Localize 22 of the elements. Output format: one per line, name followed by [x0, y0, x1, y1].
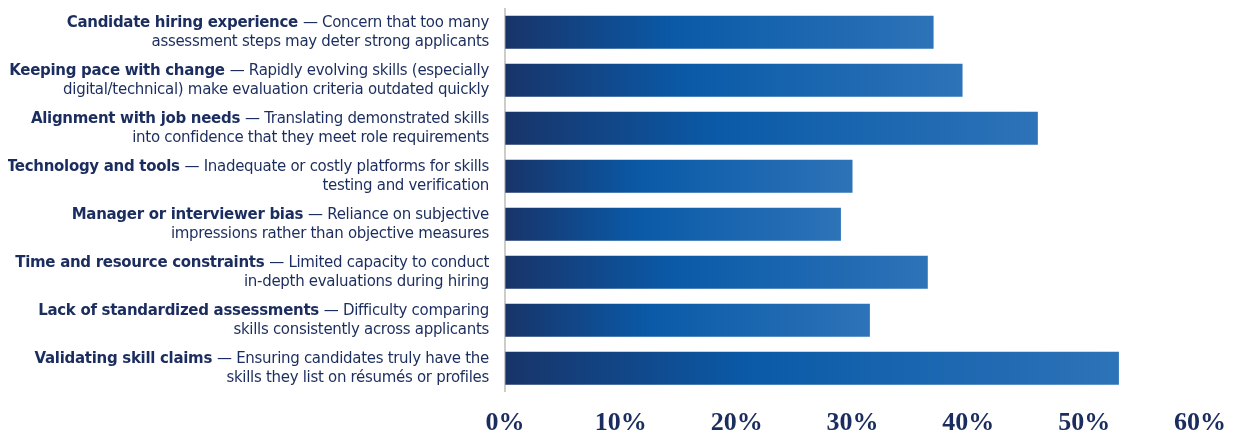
x-tick-label: 60% [1174, 407, 1226, 436]
x-tick-label: 30% [826, 407, 879, 436]
bar [505, 63, 963, 97]
y-tick-label: Time and resource constraints — Limited capacity to conduct in-depth evaluations during hiring [15, 253, 489, 290]
bar [505, 303, 870, 337]
x-tick-label: 50% [1058, 407, 1111, 436]
y-tick-label: Alignment with job needs — Translating demonstrated skills into confidence that they meet role requirements [30, 109, 489, 146]
y-tick-label: Candidate hiring experience — Concern that too many assessment steps may deter strong applicants [66, 13, 489, 50]
x-tick-label: 10% [594, 407, 647, 436]
x-tick-label: 40% [942, 407, 995, 436]
bar [505, 255, 928, 289]
bar [505, 159, 853, 193]
bar [505, 15, 934, 49]
bar [505, 351, 1119, 385]
y-tick-label: Manager or interviewer bias — Reliance on subjective impressions rather than objective measures [71, 205, 489, 242]
y-tick-label: Keeping pace with change — Rapidly evolving skills (especially digital/technical) make evaluation criteria outdated quickly [9, 61, 489, 98]
y-tick-label: Validating skill claims — Ensuring candidates truly have the skills they list on résumés or profiles [34, 349, 489, 386]
x-tick-label: 0% [485, 407, 525, 436]
x-tick-label: 20% [710, 407, 763, 436]
bar [505, 111, 1038, 145]
bar [505, 207, 841, 241]
y-tick-label: Lack of standardized assessments — Difficulty comparing skills consistently across applicants [38, 301, 489, 338]
